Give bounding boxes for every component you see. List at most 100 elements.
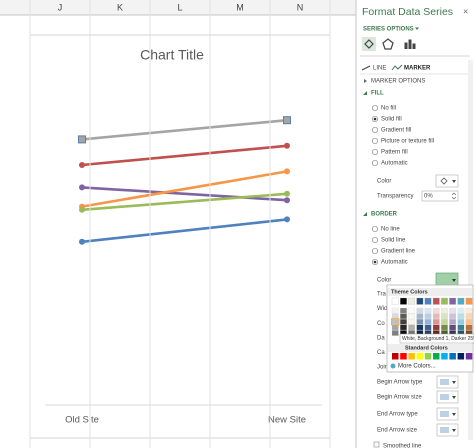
swatch[interactable] bbox=[392, 353, 399, 360]
icon-pentagon[interactable] bbox=[382, 38, 394, 50]
tab-marker[interactable]: MARKER bbox=[404, 66, 431, 72]
swatch[interactable] bbox=[449, 297, 457, 305]
tab-line[interactable]: LINE bbox=[373, 66, 386, 72]
radio[interactable] bbox=[371, 126, 379, 134]
radio-label[interactable]: Picture or texture fill bbox=[381, 139, 434, 145]
radio-label[interactable]: Gradient line bbox=[381, 249, 416, 255]
section-border[interactable]: BORDER bbox=[371, 212, 398, 218]
swatch[interactable] bbox=[424, 319, 432, 325]
swatch[interactable] bbox=[408, 319, 415, 325]
swatch[interactable] bbox=[416, 319, 424, 325]
checkbox[interactable] bbox=[373, 441, 380, 448]
section-fill[interactable]: FILL bbox=[371, 91, 384, 97]
swatch[interactable] bbox=[424, 324, 432, 331]
swatch[interactable] bbox=[465, 324, 473, 331]
more-colors[interactable]: More Colors... bbox=[398, 364, 436, 370]
swatch[interactable] bbox=[441, 353, 448, 360]
radio[interactable] bbox=[371, 137, 379, 145]
swatch[interactable] bbox=[441, 319, 448, 325]
swatch[interactable] bbox=[400, 313, 407, 319]
swatch[interactable] bbox=[432, 297, 440, 305]
expander[interactable] bbox=[363, 91, 367, 95]
radio-label[interactable]: Automatic bbox=[381, 260, 408, 266]
swatch[interactable] bbox=[465, 297, 473, 305]
swatch[interactable] bbox=[391, 324, 399, 331]
radio[interactable] bbox=[371, 104, 379, 112]
dropdown-caret bbox=[452, 279, 456, 282]
swatch[interactable] bbox=[432, 319, 440, 325]
marker bbox=[284, 142, 290, 149]
swatch[interactable] bbox=[441, 307, 448, 314]
swatch[interactable] bbox=[465, 353, 473, 360]
swatch[interactable] bbox=[391, 307, 399, 314]
swatch[interactable] bbox=[416, 297, 424, 305]
swatch[interactable] bbox=[400, 353, 407, 360]
section-marker-options[interactable]: MARKER OPTIONS bbox=[371, 79, 425, 85]
swatch[interactable] bbox=[416, 307, 424, 314]
pane-close[interactable]: × bbox=[463, 6, 468, 16]
radio[interactable] bbox=[371, 236, 379, 244]
swatch[interactable] bbox=[449, 313, 456, 319]
series-line bbox=[81, 218, 288, 244]
swatch[interactable] bbox=[416, 313, 424, 319]
radio[interactable] bbox=[371, 148, 379, 156]
radio-label[interactable]: Gradient fill bbox=[381, 128, 411, 134]
swatch[interactable] bbox=[432, 313, 440, 319]
swatch[interactable] bbox=[400, 319, 407, 325]
marker bbox=[284, 190, 290, 197]
swatch[interactable] bbox=[416, 353, 424, 360]
swatch[interactable] bbox=[400, 324, 407, 331]
swatch[interactable] bbox=[449, 353, 456, 360]
swatch[interactable] bbox=[449, 307, 456, 314]
radio-label[interactable]: Automatic bbox=[381, 161, 408, 167]
radio-label[interactable]: Solid line bbox=[381, 238, 406, 244]
radio[interactable] bbox=[371, 225, 379, 233]
swatch[interactable] bbox=[400, 297, 407, 305]
swatch[interactable] bbox=[391, 313, 399, 319]
radio[interactable] bbox=[371, 159, 379, 167]
swatch[interactable] bbox=[391, 319, 399, 325]
radio-label[interactable]: Pattern fill bbox=[381, 150, 408, 156]
spin-box[interactable] bbox=[421, 190, 459, 202]
swatch[interactable] bbox=[457, 297, 465, 305]
swatch[interactable] bbox=[424, 297, 432, 305]
swatch[interactable] bbox=[432, 324, 440, 331]
radio[interactable] bbox=[371, 247, 379, 255]
arrow-icon bbox=[440, 394, 449, 400]
icon-fill-tab[interactable] bbox=[362, 37, 376, 51]
swatch[interactable] bbox=[391, 297, 399, 305]
swatch[interactable] bbox=[441, 313, 448, 319]
swatch[interactable] bbox=[400, 307, 407, 314]
options-menu[interactable]: SERIES OPTIONS bbox=[363, 27, 414, 33]
swatch[interactable] bbox=[408, 353, 415, 360]
swatch[interactable] bbox=[424, 313, 432, 319]
swatch[interactable] bbox=[457, 353, 465, 360]
swatch[interactable] bbox=[432, 307, 440, 314]
swatch[interactable] bbox=[441, 297, 448, 305]
swatch[interactable] bbox=[424, 307, 432, 314]
swatch[interactable] bbox=[449, 319, 456, 325]
swatch[interactable] bbox=[457, 324, 465, 331]
swatch[interactable] bbox=[391, 330, 399, 336]
swatch[interactable] bbox=[408, 307, 415, 314]
swatch[interactable] bbox=[457, 319, 465, 325]
swatch[interactable] bbox=[416, 324, 424, 331]
radio-label[interactable]: Solid fill bbox=[381, 117, 402, 123]
swatch[interactable] bbox=[424, 353, 432, 360]
swatch[interactable] bbox=[449, 324, 456, 331]
swatch[interactable] bbox=[408, 324, 415, 331]
swatch[interactable] bbox=[465, 313, 473, 319]
expander[interactable] bbox=[363, 212, 367, 216]
radio-label[interactable]: No line bbox=[381, 227, 400, 233]
swatch[interactable] bbox=[408, 297, 416, 305]
icon-bars[interactable] bbox=[404, 39, 416, 49]
swatch[interactable] bbox=[441, 324, 448, 331]
expander[interactable] bbox=[364, 79, 367, 83]
swatch[interactable] bbox=[457, 313, 465, 319]
swatch[interactable] bbox=[465, 307, 473, 314]
swatch[interactable] bbox=[465, 319, 473, 325]
swatch[interactable] bbox=[433, 353, 440, 360]
radio-label[interactable]: No fill bbox=[381, 106, 396, 112]
swatch[interactable] bbox=[457, 307, 465, 314]
swatch[interactable] bbox=[408, 313, 415, 319]
